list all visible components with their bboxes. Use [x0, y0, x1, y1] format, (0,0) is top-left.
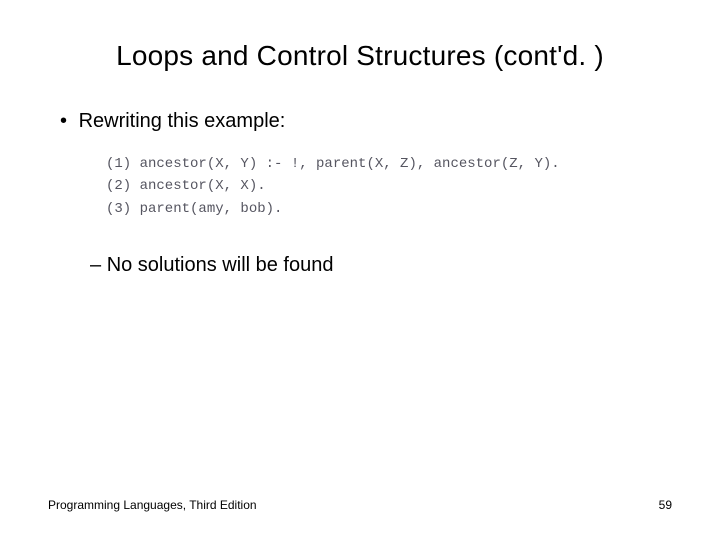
code-line-2: (2) ancestor(X, X). — [106, 175, 672, 197]
page-title: Loops and Control Structures (cont'd. ) — [48, 40, 672, 72]
bullet-level-2: No solutions will be found — [90, 254, 672, 277]
code-block: (1) ancestor(X, Y) :- !, parent(X, Z), a… — [106, 153, 672, 220]
bullet-level-1: Rewriting this example: — [60, 110, 672, 133]
code-line-3: (3) parent(amy, bob). — [106, 198, 672, 220]
code-line-1: (1) ancestor(X, Y) :- !, parent(X, Z), a… — [106, 153, 672, 175]
footer-source: Programming Languages, Third Edition — [48, 498, 257, 512]
slide: Loops and Control Structures (cont'd. ) … — [0, 0, 720, 540]
page-number: 59 — [659, 498, 672, 512]
footer: Programming Languages, Third Edition 59 — [48, 498, 672, 512]
